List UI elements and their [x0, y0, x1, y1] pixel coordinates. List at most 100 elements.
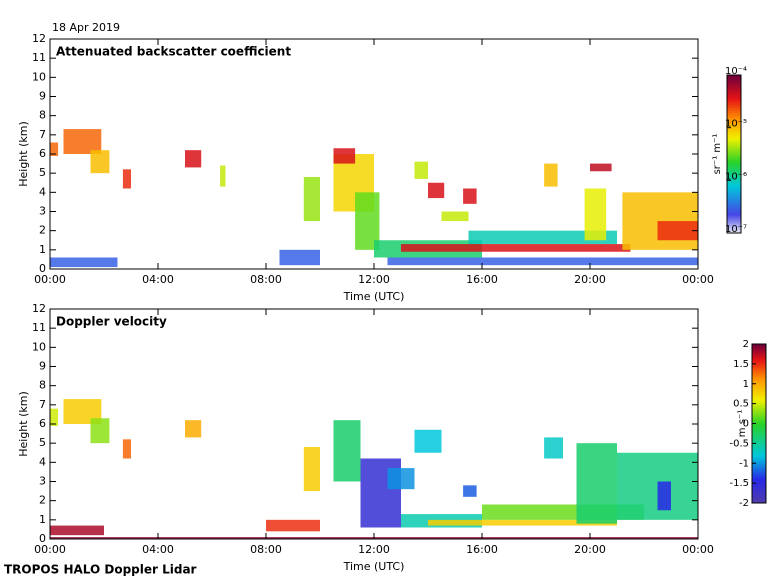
colorbar-step: [727, 128, 741, 131]
colorbar-step: [752, 437, 766, 440]
y-tick-label: 10: [32, 340, 46, 353]
colorbar-step: [727, 211, 741, 214]
data-cell: [544, 437, 563, 459]
colorbar-step: [727, 221, 741, 224]
data-cell: [303, 447, 320, 492]
x-tick-label: 12:00: [358, 273, 390, 286]
colorbar-step: [752, 501, 766, 504]
data-cell: [428, 182, 445, 199]
colorbar-step: [727, 132, 741, 135]
colorbar-step: [752, 481, 766, 484]
colorbar-step: [752, 483, 766, 486]
y-tick-label: 0: [39, 532, 46, 545]
colorbar-step: [727, 142, 741, 145]
colorbar-step: [752, 445, 766, 448]
colorbar-step: [727, 122, 741, 125]
data-cell: [63, 129, 102, 154]
colorbar-step: [727, 118, 741, 121]
data-cell: [428, 519, 617, 526]
colorbar-step: [752, 439, 766, 442]
x-tick-label: 12:00: [358, 543, 390, 556]
colorbar-step: [752, 415, 766, 419]
colorbar-step: [727, 75, 741, 78]
colorbar-step: [727, 215, 741, 218]
colorbar-step: [752, 419, 766, 423]
colorbar-step: [727, 144, 741, 147]
colorbar-step: [752, 447, 766, 450]
x-tick-label: 20:00: [574, 273, 606, 286]
colorbar-step: [752, 407, 766, 411]
colorbar-step: [727, 167, 741, 171]
colorbar-step: [727, 90, 741, 94]
colorbar-step: [752, 391, 766, 395]
colorbar-step: [752, 381, 766, 385]
colorbar-step: [752, 399, 766, 403]
data-cell: [303, 177, 320, 222]
colorbar-step: [727, 223, 741, 226]
colorbar-step: [752, 387, 766, 391]
colorbar-step: [727, 217, 741, 220]
colorbar-step: [752, 369, 766, 373]
colorbar-tick-label: -0.5: [729, 438, 749, 449]
colorbar-step: [727, 227, 741, 230]
colorbar-step: [752, 451, 766, 454]
colorbar-step: [727, 163, 741, 167]
colorbar-step: [727, 199, 741, 202]
data-cell: [122, 169, 131, 189]
colorbar-tick-label: 10⁻⁶: [725, 171, 747, 182]
colorbar-tick-label: 10⁻⁷: [725, 224, 747, 235]
colorbar-step: [752, 487, 766, 490]
colorbar-step: [727, 187, 741, 191]
colorbar-step: [727, 189, 741, 193]
colorbar-step: [752, 411, 766, 415]
colorbar-step: [727, 181, 741, 185]
data-cell: [657, 481, 671, 511]
colorbar-step: [752, 459, 766, 462]
colorbar-step: [752, 429, 766, 432]
colorbar-step: [752, 401, 766, 405]
colorbar-label: m s⁻¹: [737, 410, 748, 437]
colorbar-tick-label: 1.5: [733, 359, 749, 370]
colorbar-step: [727, 193, 741, 196]
data-cell: [122, 439, 131, 459]
colorbar-step: [752, 353, 766, 357]
colorbar-step: [727, 110, 741, 114]
colorbar-step: [727, 86, 741, 90]
data-cell: [414, 429, 442, 453]
data-cell: [185, 150, 202, 168]
colorbar-step: [727, 150, 741, 153]
colorbar-step: [752, 359, 766, 363]
colorbar-step: [752, 345, 766, 349]
x-tick-label: 20:00: [574, 543, 606, 556]
colorbar-step: [727, 185, 741, 189]
colorbar-step: [727, 78, 741, 82]
y-tick-label: 8: [39, 109, 46, 122]
colorbar-step: [752, 455, 766, 458]
panel-title: Doppler velocity: [56, 315, 167, 329]
y-tick-label: 12: [32, 32, 46, 45]
colorbar-step: [727, 140, 741, 143]
colorbar-step: [727, 219, 741, 222]
y-tick-label: 5: [39, 436, 46, 449]
data-cell: [185, 420, 202, 438]
colorbar-step: [752, 463, 766, 466]
data-cell: [463, 485, 477, 497]
colorbar-step: [752, 371, 766, 375]
y-tick-label: 9: [39, 360, 46, 373]
colorbar-step: [752, 493, 766, 496]
colorbar-step: [727, 157, 741, 161]
colorbar-step: [727, 126, 741, 129]
colorbar-step: [727, 88, 741, 92]
colorbar-step: [727, 173, 741, 177]
x-tick-label: 16:00: [466, 543, 498, 556]
x-tick-label: 04:00: [142, 543, 174, 556]
colorbar-step: [752, 403, 766, 407]
colorbar-step: [727, 169, 741, 173]
colorbar-step: [727, 136, 741, 139]
colorbar-step: [727, 155, 741, 159]
colorbar-step: [752, 367, 766, 371]
colorbar-step: [727, 231, 741, 234]
y-tick-label: 4: [39, 455, 46, 468]
y-tick-label: 0: [39, 262, 46, 275]
